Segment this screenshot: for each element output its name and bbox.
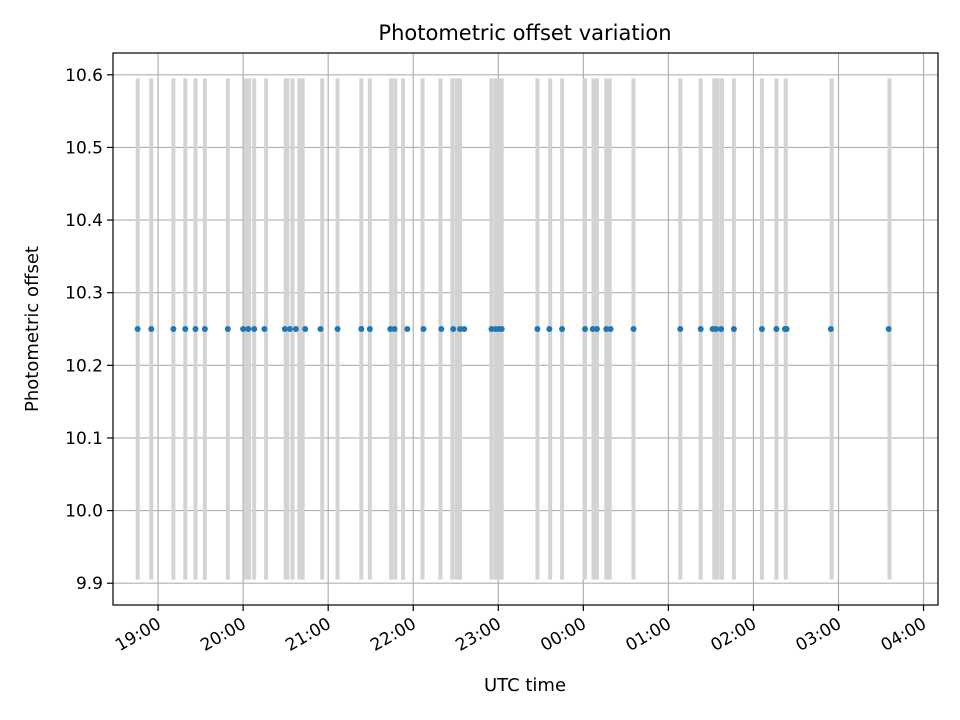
- data-point: [603, 326, 610, 332]
- y-tick-label: 9.9: [76, 574, 103, 594]
- x-axis-label: UTC time: [484, 675, 566, 696]
- data-point: [317, 326, 324, 332]
- data-point: [488, 326, 495, 332]
- y-tick-label: 10.1: [65, 429, 103, 449]
- x-tick-label: 21:00: [282, 614, 334, 656]
- y-tick-label: 10.3: [65, 284, 103, 304]
- data-point: [758, 326, 765, 332]
- x-axis-ticks: 19:00 20:00 21:00 22:00 23:00 00:00 01:00 02:00…: [112, 605, 930, 656]
- data-point: [534, 326, 541, 332]
- x-tick-label: 00:00: [537, 614, 589, 656]
- data-point: [718, 326, 725, 332]
- data-point: [457, 326, 464, 332]
- data-point: [391, 326, 398, 332]
- y-axis-label: Photometric offset: [22, 246, 43, 412]
- data-point: [292, 326, 299, 332]
- data-point: [404, 326, 411, 332]
- data-point: [498, 326, 505, 332]
- data-point: [134, 326, 141, 332]
- data-point: [420, 326, 427, 332]
- data-point: [366, 326, 373, 332]
- data-point: [148, 326, 155, 332]
- data-point: [885, 326, 892, 332]
- data-point: [713, 326, 720, 332]
- data-point: [559, 326, 566, 332]
- data-point: [450, 326, 457, 332]
- data-point: [224, 326, 231, 332]
- x-tick-label: 19:00: [112, 614, 164, 656]
- data-point: [589, 326, 596, 332]
- data-point: [438, 326, 445, 332]
- y-tick-label: 10.4: [65, 211, 103, 231]
- data-point: [827, 326, 834, 332]
- data-point: [593, 326, 600, 332]
- x-tick-label: 02:00: [708, 614, 760, 656]
- plot-frame: [112, 52, 939, 606]
- data-point: [240, 326, 247, 332]
- data-point: [461, 326, 468, 332]
- y-axis-ticks: 9.9 10.0 10.1 10.2 10.3 10.4 10.5 10.6: [65, 66, 113, 594]
- data-point: [783, 326, 790, 332]
- data-point: [302, 326, 309, 332]
- data-point: [730, 326, 737, 332]
- data-point: [192, 326, 199, 332]
- data-point: [334, 326, 341, 332]
- y-tick-label: 10.2: [65, 356, 103, 376]
- x-tick-label: 01:00: [622, 614, 674, 656]
- data-point: [697, 326, 704, 332]
- grid: [113, 53, 938, 605]
- data-point: [358, 326, 365, 332]
- chart-title: Photometric offset variation: [378, 21, 671, 45]
- x-tick-label: 22:00: [367, 614, 419, 656]
- y-tick-label: 10.5: [65, 138, 103, 158]
- x-tick-label: 04:00: [878, 614, 930, 656]
- data-point: [261, 326, 268, 332]
- data-point: [773, 326, 780, 332]
- data-point: [286, 326, 293, 332]
- y-tick-label: 10.0: [65, 502, 103, 522]
- data-point: [607, 326, 614, 332]
- data-point: [201, 326, 208, 332]
- data-point: [546, 326, 553, 332]
- data-point: [245, 326, 252, 332]
- data-point: [387, 326, 394, 332]
- data-point: [182, 326, 189, 332]
- x-tick-label: 03:00: [793, 614, 845, 656]
- data-point: [630, 326, 637, 332]
- data-point: [251, 326, 258, 332]
- data-point: [170, 326, 177, 332]
- data-point: [281, 326, 288, 332]
- data-point: [582, 326, 589, 332]
- y-tick-label: 10.6: [65, 66, 103, 86]
- x-tick-label: 20:00: [197, 614, 249, 656]
- data-point: [677, 326, 684, 332]
- x-tick-label: 23:00: [452, 614, 504, 656]
- data-points: [134, 326, 892, 332]
